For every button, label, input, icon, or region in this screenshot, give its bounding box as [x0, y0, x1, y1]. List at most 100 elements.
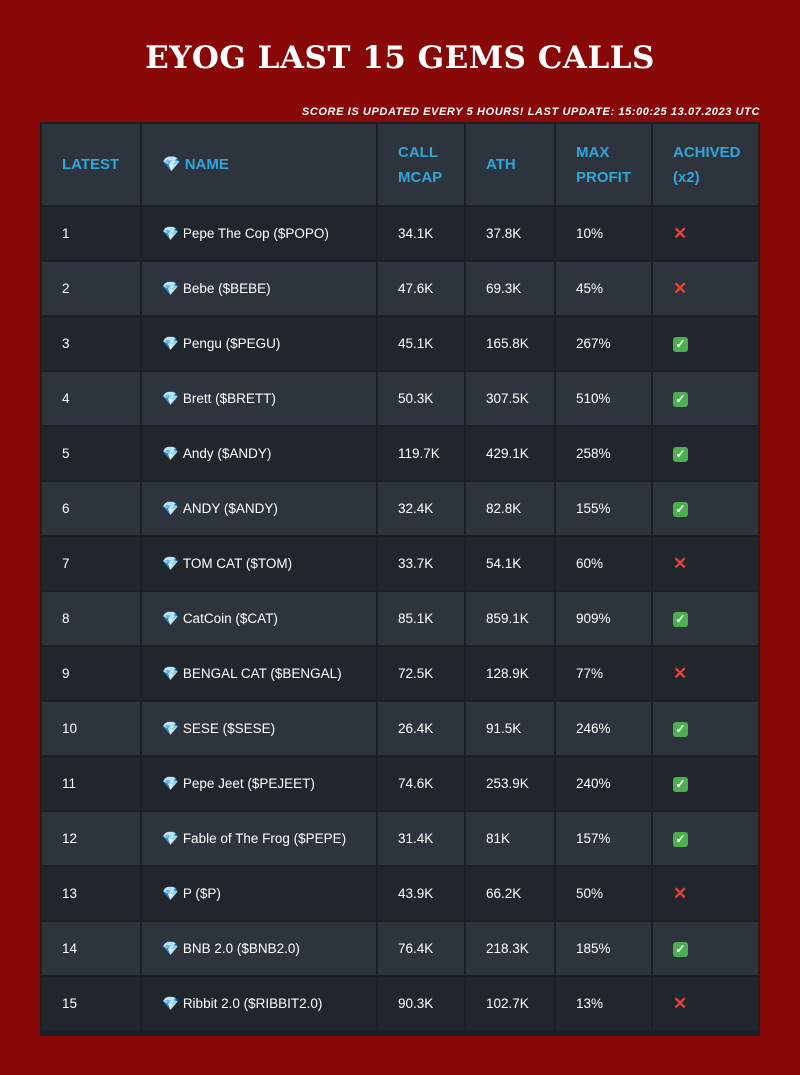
gem-icon: 💎: [162, 775, 179, 791]
gem-icon: 💎: [162, 225, 179, 241]
cell-rank: 3: [42, 317, 140, 370]
cell-call-mcap: 119.7K: [378, 427, 464, 480]
cell-achived: ✓: [653, 592, 758, 645]
header-name: 💎 NAME: [142, 124, 376, 205]
cell-ath: 253.9K: [466, 757, 554, 810]
token-name: BNB 2.0 ($BNB2.0): [182, 940, 300, 956]
gem-icon: 💎: [162, 720, 179, 736]
cross-mark-icon: ✕: [673, 663, 688, 683]
gem-icon: 💎: [162, 280, 179, 296]
cell-name: 💎 ANDY ($ANDY): [142, 482, 376, 535]
cell-rank: 4: [42, 372, 140, 425]
table-row: 11 💎 Pepe Jeet ($PEJEET) 74.6K 253.9K 240% ✓: [42, 757, 758, 810]
table-row: 5 💎 Andy ($ANDY) 119.7K 429.1K 258% ✓: [42, 427, 758, 480]
cell-rank: 10: [42, 702, 140, 755]
cell-call-mcap: 31.4K: [378, 812, 464, 865]
cell-rank: 11: [42, 757, 140, 810]
cross-mark-icon: ✕: [673, 553, 688, 573]
cell-name: 💎 Andy ($ANDY): [142, 427, 376, 480]
gem-icon: 💎: [162, 940, 179, 956]
table-row: 6 💎 ANDY ($ANDY) 32.4K 82.8K 155% ✓: [42, 482, 758, 535]
table-row: 9 💎 BENGAL CAT ($BENGAL) 72.5K 128.9K 77% ✕: [42, 647, 758, 700]
cell-achived: ✕: [653, 262, 758, 315]
cell-name: 💎 SESE ($SESE): [142, 702, 376, 755]
cell-max-profit: 510%: [556, 372, 651, 425]
cell-achived: ✓: [653, 482, 758, 535]
cell-max-profit: 246%: [556, 702, 651, 755]
cell-rank: 9: [42, 647, 140, 700]
token-name: Fable of The Frog ($PEPE): [182, 830, 347, 846]
gem-icon: 💎: [162, 830, 179, 846]
gem-icon: 💎: [162, 885, 179, 901]
check-mark-icon: ✓: [673, 941, 688, 957]
cell-max-profit: 13%: [556, 977, 651, 1030]
cell-name: 💎 Pengu ($PEGU): [142, 317, 376, 370]
cell-max-profit: 258%: [556, 427, 651, 480]
token-name: SESE ($SESE): [182, 720, 276, 736]
cell-max-profit: 60%: [556, 537, 651, 590]
cell-call-mcap: 72.5K: [378, 647, 464, 700]
cell-call-mcap: 26.4K: [378, 702, 464, 755]
cell-achived: ✕: [653, 977, 758, 1030]
table-row: 1 💎 Pepe The Cop ($POPO) 34.1K 37.8K 10% ✕: [42, 207, 758, 260]
cell-rank: 1: [42, 207, 140, 260]
cell-achived: ✓: [653, 757, 758, 810]
update-notice: SCORE IS UPDATED EVERY 5 HOURS! LAST UPD…: [301, 106, 760, 118]
gem-icon: 💎: [162, 335, 179, 351]
cell-ath: 859.1K: [466, 592, 554, 645]
token-name: Ribbit 2.0 ($RIBBIT2.0): [182, 995, 323, 1011]
cross-mark-icon: ✕: [673, 993, 688, 1013]
cell-ath: 165.8K: [466, 317, 554, 370]
cell-name: 💎 CatCoin ($CAT): [142, 592, 376, 645]
header-max-profit: MAX PROFIT: [556, 124, 651, 205]
table-row: 10 💎 SESE ($SESE) 26.4K 91.5K 246% ✓: [42, 702, 758, 755]
cell-rank: 8: [42, 592, 140, 645]
cell-name: 💎 P ($P): [142, 867, 376, 920]
cell-achived: ✕: [653, 647, 758, 700]
table-row: 3 💎 Pengu ($PEGU) 45.1K 165.8K 267% ✓: [42, 317, 758, 370]
gems-table: LATEST 💎 NAME CALL MCAP ATH MAX PROFIT AC…: [40, 122, 760, 1036]
token-name: Bebe ($BEBE): [182, 280, 271, 296]
table-row: 15 💎 Ribbit 2.0 ($RIBBIT2.0) 90.3K 102.7K 13%…: [42, 977, 758, 1030]
cell-ath: 82.8K: [466, 482, 554, 535]
cell-name: 💎 Pepe Jeet ($PEJEET): [142, 757, 376, 810]
gem-icon: 💎: [162, 665, 179, 681]
cell-achived: ✕: [653, 537, 758, 590]
token-name: Pengu ($PEGU): [182, 335, 281, 351]
cell-call-mcap: 74.6K: [378, 757, 464, 810]
cell-max-profit: 909%: [556, 592, 651, 645]
cell-achived: ✓: [653, 922, 758, 975]
cell-name: 💎 Ribbit 2.0 ($RIBBIT2.0): [142, 977, 376, 1030]
cell-achived: ✕: [653, 867, 758, 920]
cell-max-profit: 185%: [556, 922, 651, 975]
cell-call-mcap: 34.1K: [378, 207, 464, 260]
cell-max-profit: 10%: [556, 207, 651, 260]
cell-call-mcap: 45.1K: [378, 317, 464, 370]
cell-name: 💎 Brett ($BRETT): [142, 372, 376, 425]
cell-call-mcap: 32.4K: [378, 482, 464, 535]
token-name: TOM CAT ($TOM): [182, 555, 293, 571]
cell-max-profit: 267%: [556, 317, 651, 370]
cross-mark-icon: ✕: [673, 278, 688, 298]
cell-ath: 91.5K: [466, 702, 554, 755]
cell-name: 💎 Pepe The Cop ($POPO): [142, 207, 376, 260]
page-title: EYOG LAST 15 GEMS CALLS: [145, 40, 655, 76]
header-name-label: NAME: [184, 156, 229, 173]
cell-call-mcap: 47.6K: [378, 262, 464, 315]
cell-max-profit: 77%: [556, 647, 651, 700]
cell-max-profit: 240%: [556, 757, 651, 810]
cell-call-mcap: 50.3K: [378, 372, 464, 425]
table-row: 8 💎 CatCoin ($CAT) 85.1K 859.1K 909% ✓: [42, 592, 758, 645]
cell-call-mcap: 43.9K: [378, 867, 464, 920]
cell-achived: ✓: [653, 702, 758, 755]
table-header: LATEST 💎 NAME CALL MCAP ATH MAX PROFIT AC…: [42, 124, 758, 205]
check-mark-icon: ✓: [673, 721, 688, 737]
cell-achived: ✓: [653, 427, 758, 480]
header-ath: ATH: [466, 124, 554, 205]
cell-rank: 6: [42, 482, 140, 535]
cell-achived: ✓: [653, 372, 758, 425]
cell-name: 💎 Bebe ($BEBE): [142, 262, 376, 315]
header-latest: LATEST: [42, 124, 140, 205]
cell-ath: 102.7K: [466, 977, 554, 1030]
table-row: 7 💎 TOM CAT ($TOM) 33.7K 54.1K 60% ✕: [42, 537, 758, 590]
